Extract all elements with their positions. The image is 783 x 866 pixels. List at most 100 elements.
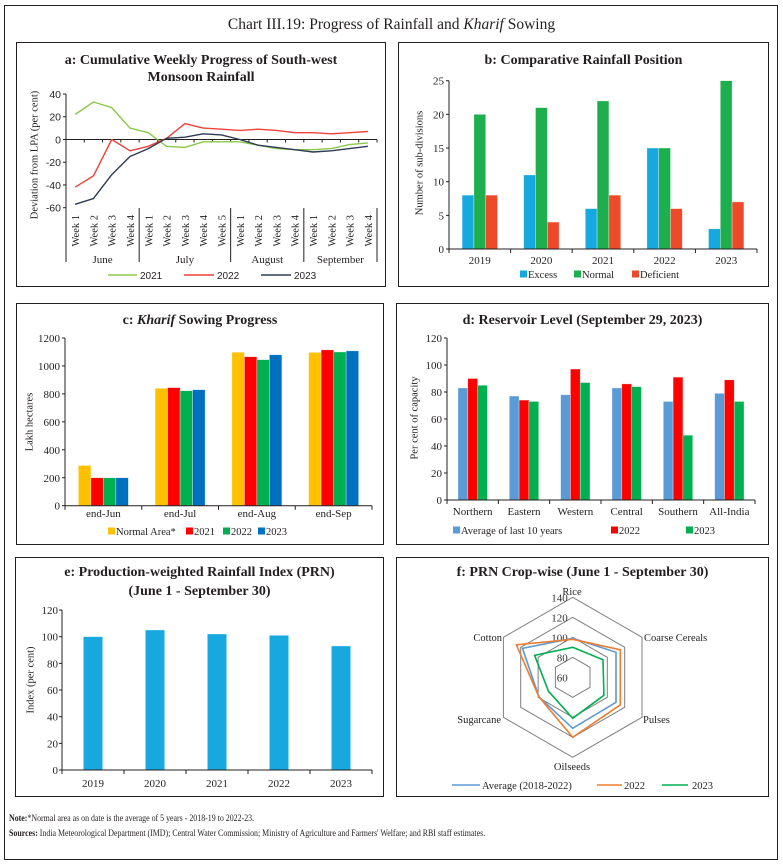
bar-average-of-last-10-years-all-india <box>714 392 725 501</box>
note-text: *Normal area as on date is the average o… <box>27 813 255 823</box>
bar-2022-southern <box>672 376 683 501</box>
r-tick-label: 80 <box>556 652 568 664</box>
x-tick-label: 2022 <box>268 778 290 790</box>
x-tick-label: Week 4 <box>126 214 137 246</box>
month-label: July <box>175 254 194 266</box>
bar-2021-end-aug <box>243 356 257 506</box>
y-axis-title: Number of sub-divisions <box>414 110 425 214</box>
legend-swatch-2022 <box>610 526 618 534</box>
legend-label: Normal <box>582 270 614 281</box>
x-tick-label: Week 3 <box>181 215 192 247</box>
legend-label: 2022 <box>619 526 640 537</box>
y-tick-label: 0 <box>54 500 60 512</box>
bar-2022-northern <box>467 377 478 501</box>
axis-label-rice: Rice <box>562 587 582 598</box>
y-tick-label: 120 <box>425 333 442 345</box>
x-tick-label: 2023 <box>715 255 738 267</box>
y-tick-label: -40 <box>46 180 61 192</box>
y-tick-label: 1000 <box>38 361 61 373</box>
series-line-2021 <box>74 101 368 151</box>
x-tick-label: Central <box>610 506 642 518</box>
y-tick-label: 20 <box>433 109 445 121</box>
series-polygon-2022 <box>514 638 621 739</box>
bar-prn-2020 <box>144 629 165 771</box>
figure-title-text-end: Sowing <box>503 16 556 33</box>
y-tick-label: 800 <box>43 389 60 401</box>
legend-label: Normal Area* <box>116 527 176 538</box>
bar-2022-all-india <box>723 379 735 501</box>
panel-prn-crop-wise: f: PRN Crop-wise (June 1 - September 30)… <box>396 557 769 797</box>
x-tick-label: 2019 <box>82 778 105 790</box>
bar-2022-end-aug <box>256 359 270 506</box>
y-tick-label: 120 <box>41 605 58 617</box>
y-tick-label: 1200 <box>38 333 61 345</box>
bar-excess-2019 <box>461 194 474 250</box>
y-tick-label: 10 <box>433 176 445 188</box>
bar-2021-end-jun <box>90 477 104 506</box>
bar-2022-western <box>569 368 581 501</box>
bar-chart: 0 5 10 15 20 25 2019 2020 2021 2022 2023 Excess Norm… <box>414 75 758 281</box>
panel-reservoir-level: d: Reservoir Level (September 29, 2023) … <box>396 303 769 545</box>
y-tick-label: 0 <box>436 495 442 507</box>
r-tick-label: 140 <box>551 592 568 604</box>
x-tick-label: end-Jul <box>164 508 196 520</box>
y-tick-label: 600 <box>43 417 60 429</box>
figure-title-text: Chart III.19: Progress of Rainfall and <box>227 16 464 33</box>
bar-prn-2022 <box>268 634 289 771</box>
y-tick-label: 0 <box>438 244 444 256</box>
bar-2022-eastern <box>518 399 529 501</box>
bar-average-of-last-10-years-eastern <box>508 395 520 501</box>
y-tick-label: -20 <box>46 157 61 169</box>
panel-monsoon-rainfall-progress: a: Cumulative Weekly Progress of South-w… <box>16 42 386 287</box>
bar-2022-central <box>621 383 632 501</box>
grid-ring <box>554 656 591 698</box>
bar-2021-end-jul <box>167 387 181 506</box>
legend-label: 2023 <box>694 526 715 537</box>
bar-2023-end-jul <box>192 389 206 506</box>
x-tick-label: Northern <box>453 506 493 518</box>
y-tick-label: -60 <box>46 202 61 214</box>
x-tick-label: Week 2 <box>89 215 100 247</box>
legend-swatch-deficient <box>631 270 639 278</box>
x-tick-label: end-Sep <box>315 508 352 520</box>
x-tick-label: Eastern <box>507 506 540 518</box>
month-label: September <box>317 254 364 266</box>
y-tick-label: 20 <box>47 738 59 750</box>
y-tick-label: 20 <box>49 111 61 123</box>
legend-label: Average (2018-2022) <box>482 781 572 792</box>
x-tick-label: 2021 <box>592 255 614 267</box>
legend-swatch-2023 <box>257 527 265 535</box>
y-tick-label: 40 <box>49 89 61 101</box>
x-tick-label: Week 2 <box>254 215 265 247</box>
figure-title-italic: Kharif <box>463 16 504 33</box>
y-tick-label: 400 <box>43 445 60 457</box>
bar-normal-area-end-sep <box>308 351 322 506</box>
legend-swatch-normal-area <box>107 527 115 535</box>
panel-title: b: Comparative Rainfall Position <box>484 53 683 68</box>
legend-swatch-normal <box>573 270 581 278</box>
x-tick-label: end-Aug <box>237 508 276 520</box>
x-tick-label: Week 4 <box>199 214 210 246</box>
panel-title-line-2: (June 1 - September 30) <box>128 584 271 599</box>
axis-label-pulses: Pulses <box>643 715 670 726</box>
bar-normal-area-end-jul <box>154 387 168 506</box>
bar-2023-end-jun <box>115 477 129 506</box>
legend-label: 2022 <box>217 271 240 282</box>
x-tick-label: Week 3 <box>345 215 356 247</box>
bar-prn-2021 <box>206 633 227 771</box>
panel-title-line-2: Monsoon Rainfall <box>147 70 255 85</box>
grid-ring <box>519 616 625 738</box>
panel-comparative-rainfall: b: Comparative Rainfall Position 0 5 10 15 2… <box>398 42 769 287</box>
bar-2023-eastern <box>528 400 539 501</box>
figure-frame <box>4 5 778 860</box>
panel-title: e: Production-weighted Rainfall Index (P… <box>16 563 383 601</box>
legend-label: Average of last 10 years <box>461 526 562 537</box>
bar-normal-2022 <box>658 147 671 250</box>
bar-2023-end-sep <box>345 350 359 506</box>
legend-label: 2023 <box>266 527 287 538</box>
y-axis-title: Deviation from LPA (per cent) <box>29 90 40 219</box>
sources-label: Sources: <box>9 828 38 838</box>
x-tick-label: Southern <box>658 506 698 518</box>
